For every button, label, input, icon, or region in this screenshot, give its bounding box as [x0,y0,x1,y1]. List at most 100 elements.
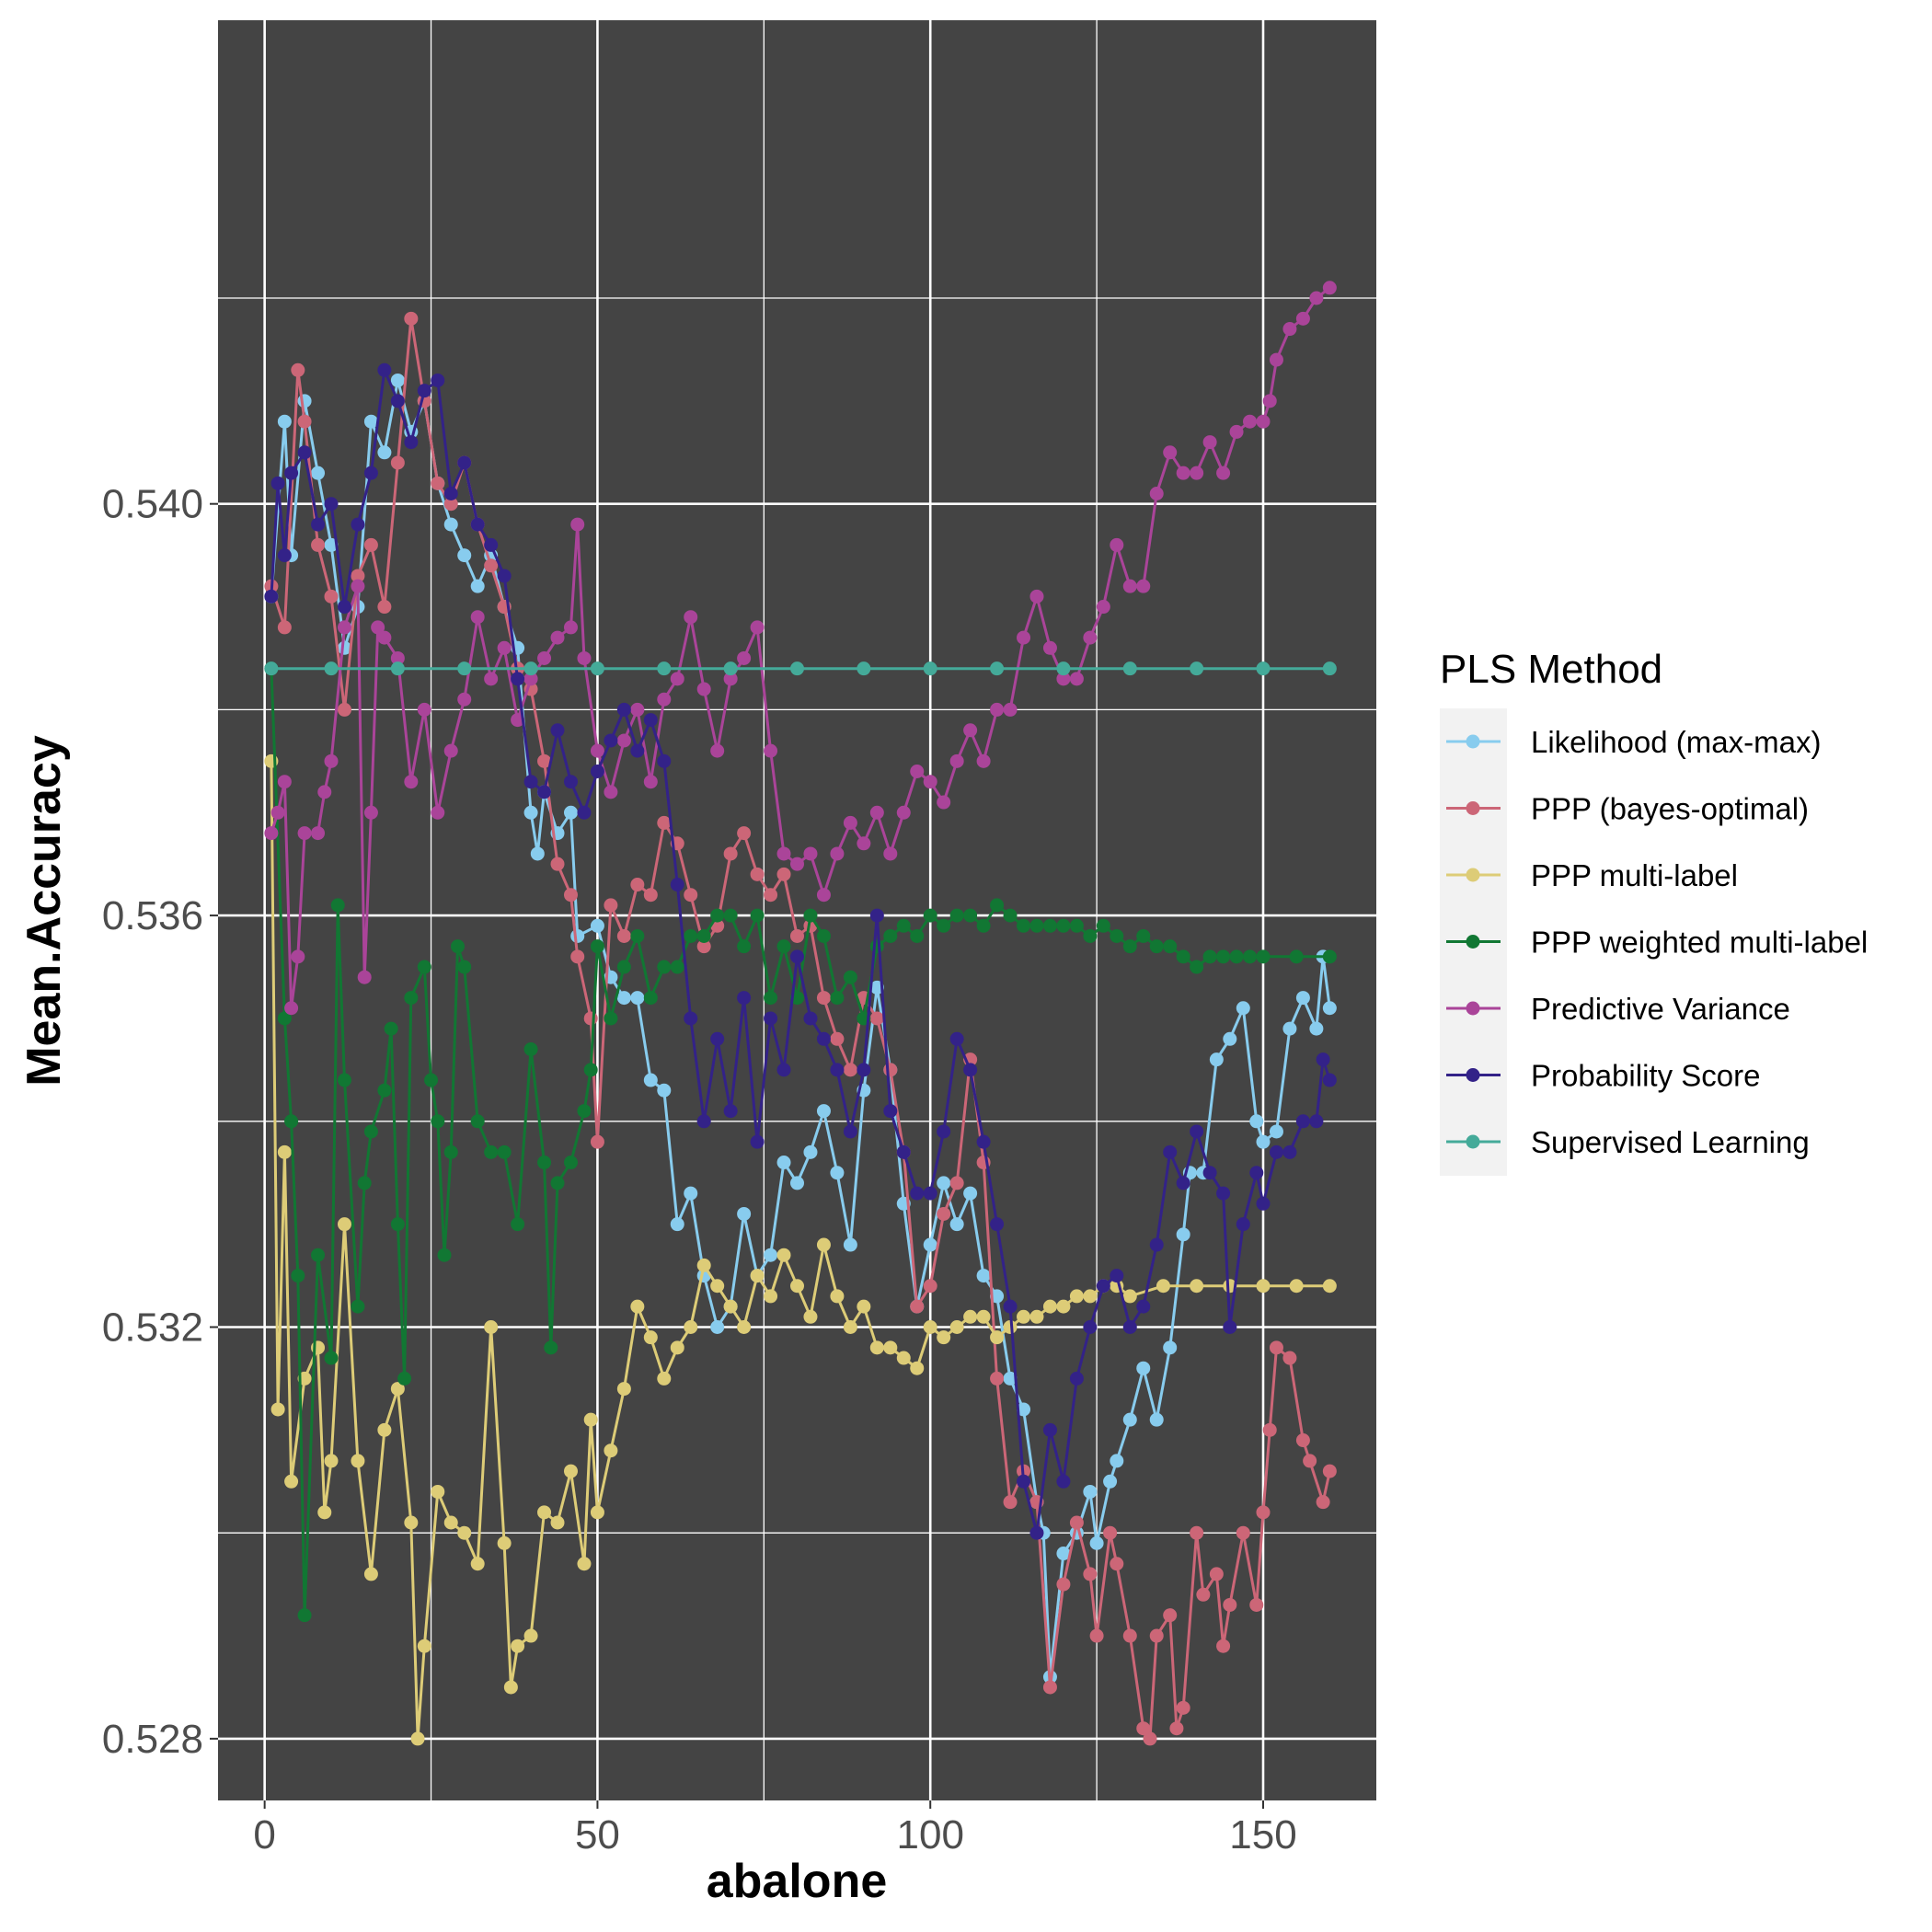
legend-item: PPP (bayes-optimal) [1446,792,1809,826]
data-point [1017,630,1031,645]
data-point [1309,1021,1324,1036]
data-point [511,672,525,686]
data-point [1236,1001,1250,1016]
data-point [324,537,339,552]
data-point [843,1237,857,1252]
data-point [710,1031,725,1046]
data-point [443,743,458,758]
data-point [1209,1567,1224,1581]
data-point [1017,1402,1031,1417]
data-point [417,702,431,717]
data-point [270,805,285,820]
data-point [1103,1474,1118,1489]
data-point [583,1063,598,1077]
data-point [684,928,698,943]
data-point [670,878,684,892]
data-point [923,775,937,789]
data-point [424,1073,439,1087]
data-point [643,888,658,903]
data-point [297,394,312,408]
data-point [630,702,645,717]
data-point [1089,1628,1104,1643]
data-point [937,1330,951,1345]
series-line [270,286,1331,1008]
data-point [963,1186,978,1201]
data-point [670,1217,684,1232]
data-point [976,1134,991,1149]
data-point [390,1382,405,1397]
data-point [1056,918,1071,933]
data-point [723,908,738,923]
data-point [363,537,378,552]
data-point [963,1063,978,1077]
data-point [1295,1114,1310,1129]
data-point [737,939,752,954]
data-point [684,1319,698,1334]
data-point [1256,1505,1271,1520]
data-point [363,466,378,480]
data-point [351,1454,365,1468]
data-point [324,1454,339,1468]
data-point [1083,928,1098,943]
data-point [1110,1454,1124,1468]
data-point [816,991,831,1006]
legend-key-point [1466,734,1480,749]
data-point [1282,322,1297,337]
data-point [643,713,658,728]
data-point [1017,1309,1031,1324]
data-point [1056,1547,1071,1561]
data-point [431,373,445,387]
data-point [457,548,472,563]
data-point [670,1340,684,1355]
data-point [351,517,365,532]
data-point [443,497,458,512]
data-point [696,682,711,696]
data-point [1143,1731,1157,1746]
data-point [1096,1279,1110,1294]
data-point [1103,1525,1118,1540]
data-point [470,1114,485,1129]
data-point [963,908,978,923]
data-point [790,1279,804,1294]
data-point [1149,1628,1164,1643]
data-point [657,692,672,707]
data-point [1069,1371,1084,1386]
data-point [830,1031,845,1046]
data-point [1190,1279,1204,1294]
data-point [750,1269,765,1283]
data-point [1256,1279,1271,1294]
data-point [937,1124,951,1139]
data-point [764,1248,778,1262]
data-point [696,1258,711,1272]
data-point [277,1011,292,1026]
data-point [684,1011,698,1026]
data-point [431,476,445,490]
data-point [1269,352,1283,367]
data-point [1122,579,1137,593]
data-point [284,466,299,480]
data-point [511,1217,525,1232]
data-point [923,908,937,923]
data-point [443,1144,458,1159]
data-point [750,867,765,881]
data-point [710,1279,725,1294]
data-point [1282,1351,1297,1365]
data-point [550,857,565,871]
data-point [1136,1361,1151,1375]
data-point [684,1186,698,1201]
data-point [431,1114,445,1129]
legend-label: PPP multi-label [1531,858,1738,892]
data-point [869,908,884,923]
legend-item: Probability Score [1446,1059,1760,1093]
data-point [816,1031,831,1046]
data-point [537,650,552,665]
data-point [616,928,631,943]
data-point [523,775,538,789]
data-point [404,311,419,326]
data-point [1196,1587,1211,1602]
data-point [1282,1021,1297,1036]
data-point [990,1371,1005,1386]
data-point [371,620,385,635]
data-point [590,765,604,779]
data-point [750,908,765,923]
